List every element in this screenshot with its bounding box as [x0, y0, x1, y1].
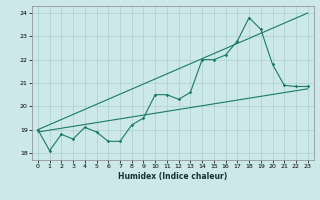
- X-axis label: Humidex (Indice chaleur): Humidex (Indice chaleur): [118, 172, 228, 181]
